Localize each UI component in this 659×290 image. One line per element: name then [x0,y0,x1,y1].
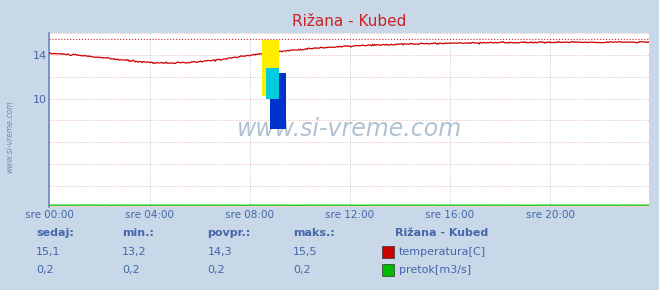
Text: 0,2: 0,2 [293,264,311,275]
Text: maks.:: maks.: [293,228,335,238]
Text: povpr.:: povpr.: [208,228,251,238]
Text: Rižana - Kubed: Rižana - Kubed [395,228,489,238]
Text: 0,2: 0,2 [36,264,54,275]
Text: 0,2: 0,2 [122,264,140,275]
Text: www.si-vreme.com: www.si-vreme.com [237,117,462,141]
Text: temperatura[C]: temperatura[C] [399,247,486,257]
Text: 15,5: 15,5 [293,247,318,257]
Text: min.:: min.: [122,228,154,238]
Title: Rižana - Kubed: Rižana - Kubed [292,14,407,29]
Text: pretok[m3/s]: pretok[m3/s] [399,265,471,275]
Bar [270,73,286,129]
Bar [262,40,279,96]
Text: 0,2: 0,2 [208,264,225,275]
Text: 14,3: 14,3 [208,247,232,257]
Text: sedaj:: sedaj: [36,228,74,238]
Text: www.si-vreme.com: www.si-vreme.com [5,100,14,173]
Bar [266,68,279,99]
Text: 13,2: 13,2 [122,247,146,257]
Text: 15,1: 15,1 [36,247,61,257]
